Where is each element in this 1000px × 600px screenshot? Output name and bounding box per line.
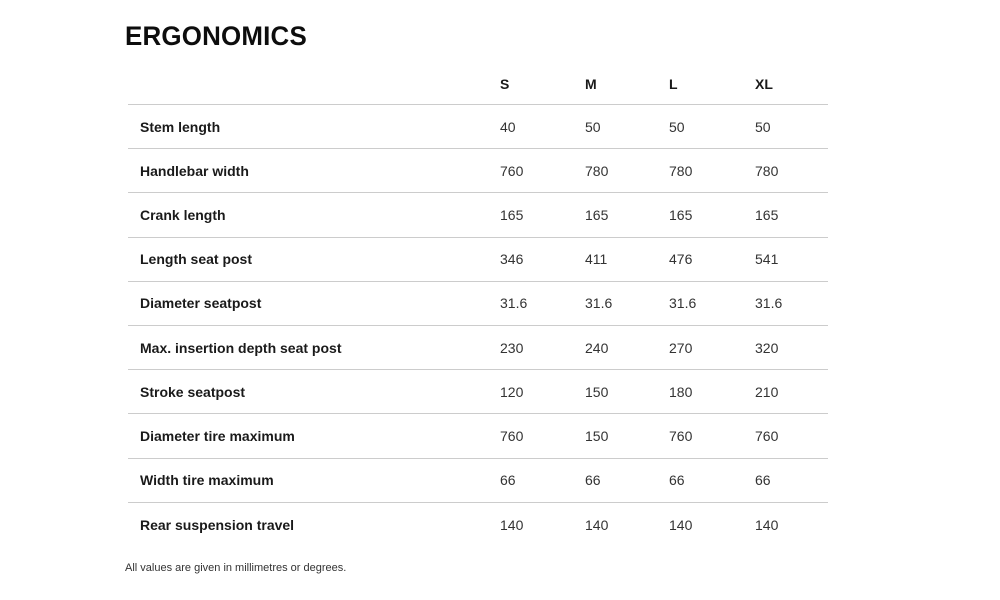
page-title: ERGONOMICS xyxy=(125,21,307,52)
cell-value: 31.6 xyxy=(755,295,783,312)
table-row-handlebar-width: Handlebar width 760 780 780 780 xyxy=(128,149,828,194)
row-label: Crank length xyxy=(140,206,226,223)
cell-value: 476 xyxy=(669,251,693,268)
cell-value: 140 xyxy=(755,516,779,533)
cell-value: 66 xyxy=(585,472,601,489)
row-label: Stroke seatpost xyxy=(140,383,246,400)
footnote: All values are given in millimetres or d… xyxy=(125,562,347,574)
row-label: Diameter seatpost xyxy=(140,295,262,312)
row-label: Width tire maximum xyxy=(140,472,274,489)
spec-table: S M L XL Stem length 40 50 50 50 Handleb… xyxy=(128,64,828,547)
cell-value: 150 xyxy=(585,427,609,444)
table-header-row: S M L XL xyxy=(128,64,828,105)
cell-value: 760 xyxy=(669,427,693,444)
cell-value: 165 xyxy=(585,206,609,223)
table-row-rear-suspension-travel: Rear suspension travel 140 140 140 140 xyxy=(128,503,828,547)
cell-value: 240 xyxy=(585,339,609,356)
cell-value: 760 xyxy=(500,162,524,179)
cell-value: 411 xyxy=(585,251,608,268)
cell-value: 31.6 xyxy=(669,295,697,312)
cell-value: 66 xyxy=(669,472,685,489)
cell-value: 50 xyxy=(585,118,601,135)
cell-value: 320 xyxy=(755,339,779,356)
cell-value: 31.6 xyxy=(500,295,528,312)
table-row-stem-length: Stem length 40 50 50 50 xyxy=(128,105,828,150)
cell-value: 780 xyxy=(755,162,779,179)
column-header-s: S xyxy=(500,76,510,92)
cell-value: 230 xyxy=(500,339,524,356)
column-header-xl: XL xyxy=(755,76,773,92)
cell-value: 780 xyxy=(669,162,693,179)
cell-value: 760 xyxy=(500,427,524,444)
cell-value: 66 xyxy=(755,472,771,489)
cell-value: 210 xyxy=(755,383,779,400)
row-label: Stem length xyxy=(140,118,221,135)
column-header-m: M xyxy=(585,76,597,92)
cell-value: 346 xyxy=(500,251,524,268)
row-label: Diameter tire maximum xyxy=(140,427,295,444)
cell-value: 50 xyxy=(755,118,771,135)
cell-value: 165 xyxy=(755,206,779,223)
cell-value: 165 xyxy=(500,206,524,223)
cell-value: 270 xyxy=(669,339,693,356)
cell-value: 140 xyxy=(669,516,693,533)
table-row-width-tire-maximum: Width tire maximum 66 66 66 66 xyxy=(128,459,828,503)
cell-value: 120 xyxy=(500,383,524,400)
table-row-stroke-seatpost: Stroke seatpost 120 150 180 210 xyxy=(128,370,828,415)
cell-value: 140 xyxy=(500,516,524,533)
cell-value: 760 xyxy=(755,427,779,444)
cell-value: 31.6 xyxy=(585,295,613,312)
cell-value: 50 xyxy=(669,118,685,135)
row-label: Handlebar width xyxy=(140,162,249,179)
table-row-length-seat-post: Length seat post 346 411 476 541 xyxy=(128,238,828,282)
table-row-diameter-tire-maximum: Diameter tire maximum 760 150 760 760 xyxy=(128,414,828,459)
cell-value: 140 xyxy=(585,516,609,533)
cell-value: 780 xyxy=(585,162,609,179)
column-header-l: L xyxy=(669,76,678,92)
row-label: Max. insertion depth seat post xyxy=(140,339,342,356)
table-row-diameter-seatpost: Diameter seatpost 31.6 31.6 31.6 31.6 xyxy=(128,282,828,326)
row-label: Rear suspension travel xyxy=(140,516,295,533)
cell-value: 541 xyxy=(755,251,779,268)
cell-value: 40 xyxy=(500,118,516,135)
cell-value: 150 xyxy=(585,383,609,400)
cell-value: 180 xyxy=(669,383,693,400)
table-row-crank-length: Crank length 165 165 165 165 xyxy=(128,193,828,238)
row-label: Length seat post xyxy=(140,251,253,268)
cell-value: 66 xyxy=(500,472,516,489)
table-row-max-insertion-depth: Max. insertion depth seat post 230 240 2… xyxy=(128,326,828,371)
cell-value: 165 xyxy=(669,206,693,223)
